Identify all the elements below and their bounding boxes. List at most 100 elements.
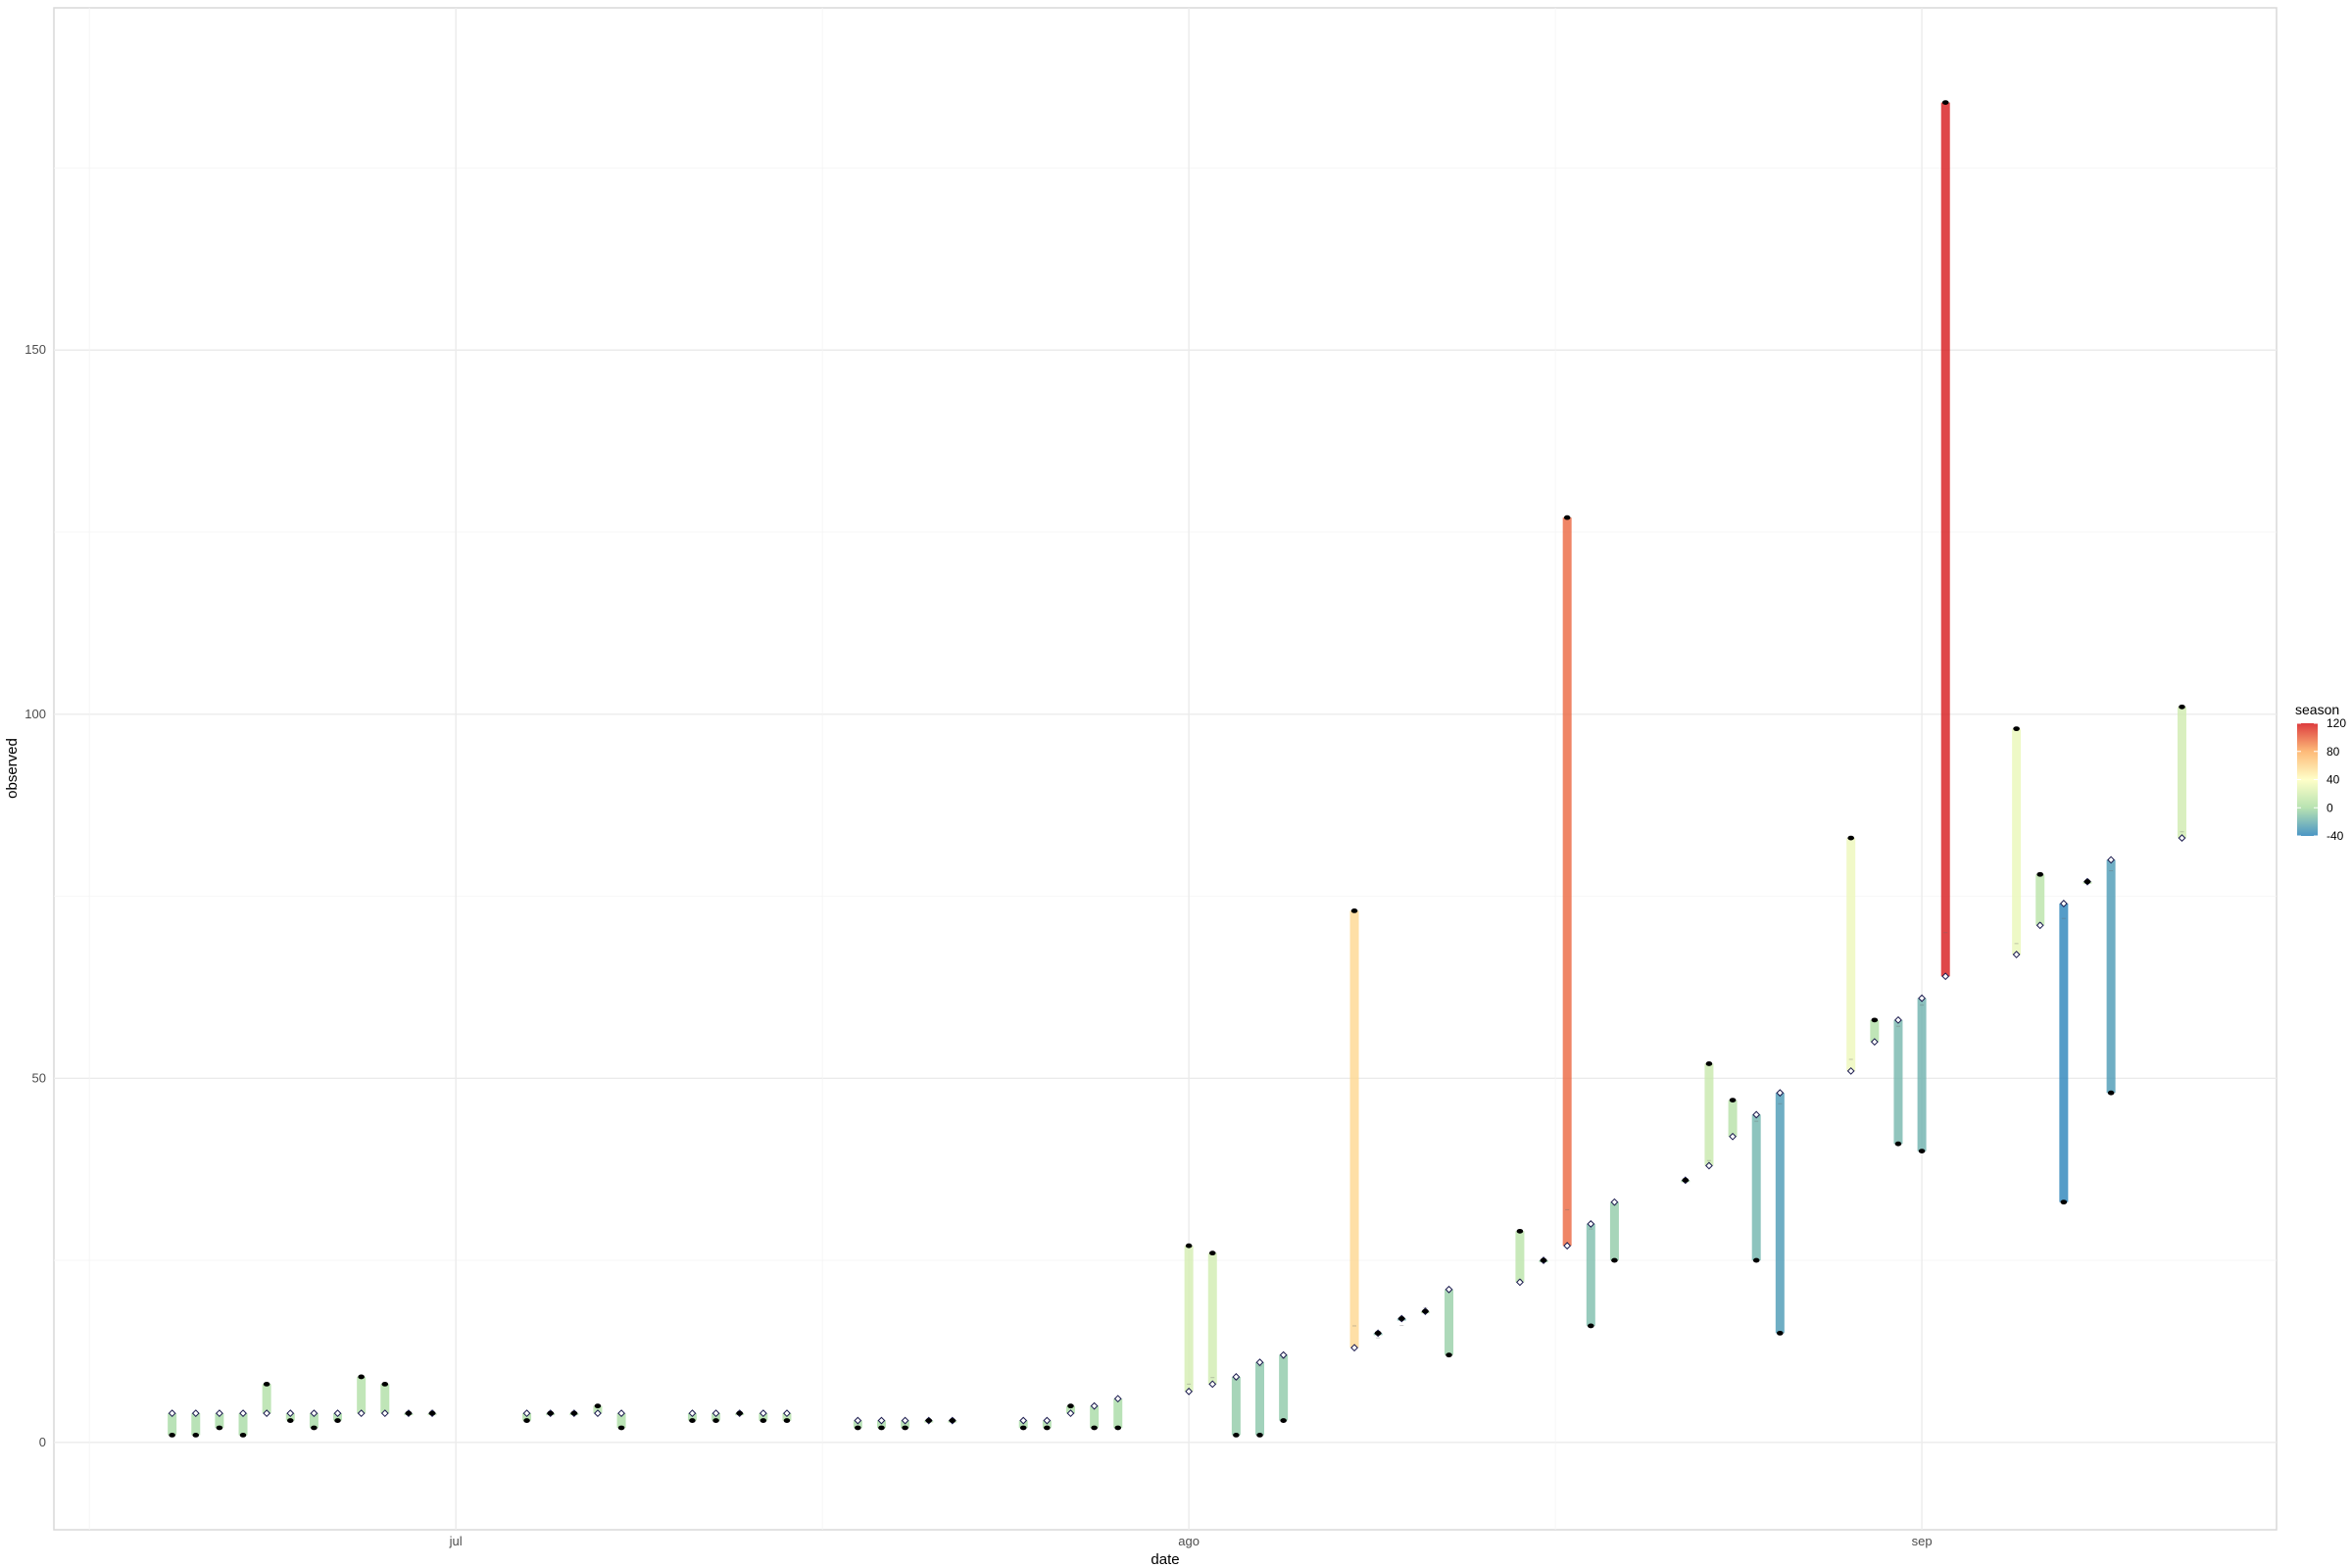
- range-bar: [1018, 1416, 1028, 1431]
- x-tick-label: sep: [1912, 1534, 1933, 1548]
- observed-point: [1280, 1418, 1287, 1423]
- observed-point: [2060, 1200, 2068, 1205]
- range-bar-body: [1704, 1063, 1714, 1166]
- range-bar: [1279, 1350, 1289, 1423]
- trend-point: [310, 1409, 318, 1418]
- range-bar: [853, 1416, 862, 1431]
- observed-point: [334, 1418, 341, 1423]
- trend-point: [1870, 1038, 1879, 1047]
- range-bar: [735, 1409, 745, 1418]
- trend-point: [1113, 1395, 1122, 1403]
- trend-point: [1776, 1089, 1785, 1098]
- trend-point: [1846, 1066, 1855, 1075]
- observed-point: [311, 1425, 318, 1431]
- trend-point: [1918, 994, 1926, 1003]
- observed-point: [428, 1410, 436, 1416]
- observed-point: [570, 1410, 578, 1416]
- trend-point: [1729, 1132, 1737, 1141]
- range-bar: [1207, 1250, 1217, 1389]
- legend-labels: 120 80 40 0 -40: [2297, 716, 2346, 843]
- x-tick-label: ago: [1178, 1534, 1200, 1548]
- observed-point: [1871, 1017, 1879, 1023]
- observed-point: [1682, 1177, 1690, 1183]
- trend-point: [1279, 1350, 1288, 1359]
- observed-point: [925, 1418, 933, 1423]
- range-bar-body: [1231, 1376, 1241, 1436]
- observed-point: [949, 1418, 956, 1423]
- trend-point: [333, 1409, 342, 1418]
- range-bar-body: [1349, 910, 1359, 1348]
- range-bars: [168, 100, 2186, 1438]
- observed-point: [1729, 1098, 1737, 1102]
- trend-point: [1445, 1285, 1453, 1294]
- range-bar-body: [1893, 1019, 1903, 1145]
- observed-point: [1067, 1403, 1074, 1409]
- trend-point: [286, 1409, 295, 1418]
- range-bar: [1042, 1416, 1052, 1431]
- range-bar: [948, 1416, 957, 1425]
- range-bar: [1562, 514, 1572, 1250]
- observed-point: [1894, 1141, 1902, 1147]
- trend-point: [854, 1416, 862, 1425]
- observed-point: [594, 1403, 602, 1409]
- trend-point: [1066, 1409, 1075, 1418]
- range-bar: [1231, 1373, 1241, 1438]
- trend-point: [617, 1409, 625, 1418]
- range-bar-body: [1255, 1362, 1265, 1436]
- range-bar-body: [1728, 1100, 1738, 1137]
- range-bar-body: [1090, 1405, 1100, 1428]
- observed-point: [239, 1433, 247, 1438]
- range-bar: [1704, 1061, 1714, 1170]
- observed-point: [2013, 726, 2020, 732]
- trend-point: [168, 1409, 176, 1418]
- range-bar-body: [1870, 1019, 1880, 1043]
- observed-point: [1233, 1433, 1240, 1438]
- range-bar: [759, 1409, 768, 1423]
- range-bar-body: [262, 1384, 271, 1414]
- y-tick-label: 50: [32, 1070, 46, 1085]
- observed-point: [1446, 1352, 1452, 1358]
- observed-point: [1374, 1330, 1382, 1336]
- range-bar-body: [2059, 903, 2069, 1202]
- range-bar-body: [1586, 1223, 1595, 1326]
- range-bar: [168, 1409, 177, 1438]
- trend-point: [1090, 1401, 1099, 1410]
- observed-point: [547, 1410, 554, 1416]
- trend-point: [1941, 972, 1950, 981]
- range-bar: [1609, 1198, 1619, 1263]
- observed-point: [712, 1418, 719, 1423]
- range-bar: [593, 1403, 603, 1418]
- trend-point: [215, 1409, 223, 1418]
- trend-point: [263, 1409, 271, 1418]
- range-bar-body: [1775, 1093, 1785, 1334]
- observed-point: [736, 1410, 744, 1416]
- observed-point: [1752, 1257, 1760, 1263]
- trend-point: [2012, 951, 2021, 958]
- trend-point: [1516, 1278, 1524, 1287]
- range-bar-body: [1279, 1354, 1289, 1421]
- range-bar-body: [1562, 517, 1572, 1247]
- range-bar: [569, 1409, 579, 1418]
- y-tick-label: 150: [24, 342, 46, 357]
- range-bar-body: [2177, 707, 2186, 839]
- range-bar: [901, 1416, 910, 1431]
- observed-point: [381, 1381, 389, 1387]
- observed-point: [1044, 1425, 1051, 1431]
- trend-point: [1752, 1110, 1761, 1119]
- trend-point: [239, 1409, 247, 1418]
- range-bar-body: [215, 1413, 224, 1428]
- observed-point: [1185, 1243, 1193, 1249]
- range-bar: [404, 1409, 414, 1418]
- observed-point: [2083, 879, 2091, 885]
- range-bar-body: [1846, 838, 1856, 1071]
- trend-point: [1705, 1161, 1713, 1170]
- range-bar: [2059, 900, 2069, 1205]
- observed-point: [1777, 1330, 1784, 1336]
- trend-point: [2107, 856, 2116, 864]
- trend-point: [594, 1409, 602, 1418]
- observed-point: [1019, 1425, 1027, 1431]
- range-bar: [427, 1409, 437, 1418]
- observed-point: [405, 1410, 413, 1416]
- range-bar: [2177, 704, 2186, 842]
